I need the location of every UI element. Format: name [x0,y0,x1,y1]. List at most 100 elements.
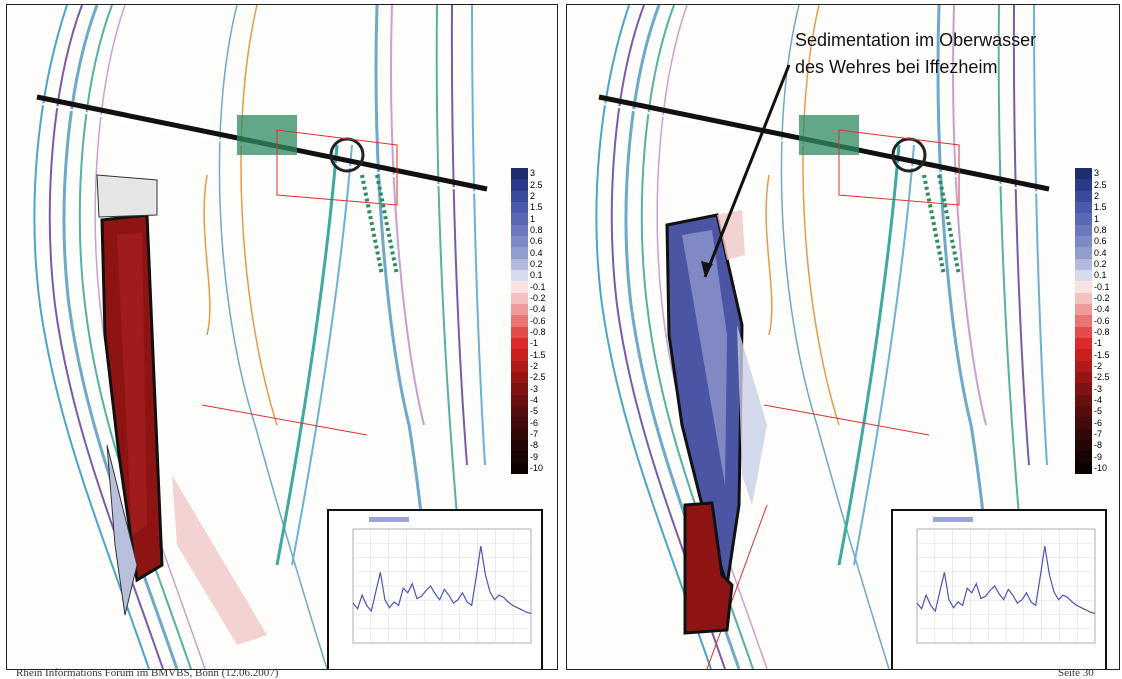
legend-label: -8 [1094,441,1102,450]
legend-label: -4 [1094,396,1102,405]
legend-label: 2 [530,192,535,201]
sedimentation-area [667,210,767,633]
legend-swatch [511,361,528,373]
legend-label: 2.5 [530,181,543,190]
inset-chart-right [891,509,1107,670]
legend-swatch [1075,247,1092,259]
legend-swatch [511,349,528,361]
legend-swatch [1075,191,1092,203]
legend-label: -6 [530,419,538,428]
legend-swatch [511,213,528,225]
annotation-line-2: des Wehres bei Iffezheim [795,54,1036,81]
legend-swatch [1075,270,1092,282]
legend-label: -1 [1094,339,1102,348]
legend-swatch [511,225,528,237]
legend-label: 0.2 [530,260,543,269]
legend-swatch [1075,406,1092,418]
legend-label: -9 [530,453,538,462]
legend-swatch [1075,395,1092,407]
legend-label: -0.6 [1094,317,1110,326]
legend-label: 3 [530,169,535,178]
legend-swatch [511,406,528,418]
legend-label: 0.1 [1094,271,1107,280]
legend-swatch [1075,440,1092,452]
legend-swatch [511,259,528,271]
legend-label: -0.4 [1094,305,1110,314]
legend-label: -8 [530,441,538,450]
discharge-hydrograph-left [329,511,541,669]
legend-label: -4 [530,396,538,405]
legend-swatch [511,395,528,407]
legend-swatch [1075,338,1092,350]
legend-label: -0.2 [530,294,546,303]
legend-swatch [511,372,528,384]
footer-left: Rhein Informations Forum im BMVBS, Bonn … [16,667,278,679]
legend-swatch [1075,451,1092,463]
legend-swatch [1075,293,1092,305]
legend-swatch [1075,281,1092,293]
legend-label: -2.5 [530,373,546,382]
legend-label: -1.5 [530,351,546,360]
legend-swatch [1075,304,1092,316]
legend-swatch [511,304,528,316]
depth-legend: 3 2.5 2 1.5 1 0.8 0.6 0.4 0.2 0.1 -0.1 -0.2 -0.4 -0.6… [1075,168,1115,474]
legend-swatch [1075,417,1092,429]
legend-label: -0.1 [530,283,546,292]
legend-label: 0.8 [1094,226,1107,235]
legend-label: 3 [1094,169,1099,178]
legend-label: -1 [530,339,538,348]
legend-label: 2.5 [1094,181,1107,190]
legend-swatch [1075,202,1092,214]
legend-swatch [1075,236,1092,248]
legend-swatch [1075,225,1092,237]
legend-label: -2 [1094,362,1102,371]
legend-label: 0.6 [1094,237,1107,246]
legend-label: -0.6 [530,317,546,326]
legend-label: 1 [530,215,535,224]
legend-swatch [511,179,528,191]
discharge-hydrograph-right [893,511,1105,669]
legend-label: -0.1 [1094,283,1110,292]
inset-title-mark [369,517,409,522]
legend-swatch [511,293,528,305]
legend-label: -0.8 [530,328,546,337]
legend-swatch [1075,383,1092,395]
legend-label: 0.6 [530,237,543,246]
legend-label: -10 [530,464,543,473]
legend-swatch [1075,463,1092,475]
legend-label: 0.8 [530,226,543,235]
legend-label: -2 [530,362,538,371]
sedimentation-annotation: Sedimentation im Oberwasser des Wehres b… [795,27,1036,81]
legend-swatch [511,236,528,248]
legend-label: 1.5 [1094,203,1107,212]
legend-label: 1 [1094,215,1099,224]
legend-swatch [1075,315,1092,327]
legend-label: -2.5 [1094,373,1110,382]
legend-swatch [511,338,528,350]
legend-swatch [1075,372,1092,384]
legend-label: 0.4 [530,249,543,258]
map-panel-left: 3 2.5 2 1.5 1 0.8 0.6 0.4 0.2 0.1 -0.1 -0.2 -0.4 -0.6… [6,4,558,670]
legend-label: 2 [1094,192,1099,201]
legend-label: -0.2 [1094,294,1110,303]
legend-color-bar [1075,168,1092,474]
legend-swatch [1075,327,1092,339]
legend-swatch [1075,429,1092,441]
legend-label: 0.1 [530,271,543,280]
legend-label: -0.4 [530,305,546,314]
footer-right: Seite 30 [1058,667,1094,679]
legend-swatch [1075,349,1092,361]
legend-swatch [511,383,528,395]
legend-swatch [1075,168,1092,180]
legend-swatch [511,463,528,475]
legend-swatch [1075,361,1092,373]
legend-label: -7 [1094,430,1102,439]
legend-label: -1.5 [1094,351,1110,360]
legend-swatch [511,191,528,203]
legend-swatch [511,417,528,429]
erosion-area [97,175,267,645]
legend-swatch [511,247,528,259]
legend-label: -0.8 [1094,328,1110,337]
legend-swatch [511,202,528,214]
legend-swatch [1075,213,1092,225]
